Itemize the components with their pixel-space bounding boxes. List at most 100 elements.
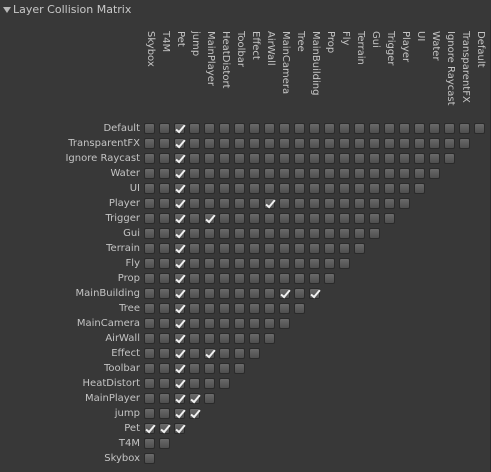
collision-checkbox[interactable] bbox=[294, 273, 305, 284]
collision-checkbox[interactable] bbox=[144, 408, 155, 419]
collision-checkbox[interactable] bbox=[264, 258, 275, 269]
collision-checkbox[interactable] bbox=[249, 303, 260, 314]
collision-checkbox[interactable] bbox=[204, 138, 215, 149]
collision-checkbox[interactable] bbox=[339, 213, 350, 224]
collision-checkbox[interactable] bbox=[174, 408, 185, 419]
collision-checkbox[interactable] bbox=[219, 198, 230, 209]
collision-checkbox[interactable] bbox=[174, 303, 185, 314]
collision-checkbox[interactable] bbox=[384, 138, 395, 149]
collision-checkbox[interactable] bbox=[339, 123, 350, 134]
collision-checkbox[interactable] bbox=[354, 123, 365, 134]
collision-checkbox[interactable] bbox=[369, 153, 380, 164]
collision-checkbox[interactable] bbox=[189, 363, 200, 374]
collision-checkbox[interactable] bbox=[294, 138, 305, 149]
collision-checkbox[interactable] bbox=[249, 228, 260, 239]
collision-checkbox[interactable] bbox=[249, 258, 260, 269]
collision-checkbox[interactable] bbox=[324, 258, 335, 269]
collision-checkbox[interactable] bbox=[174, 423, 185, 434]
collision-checkbox[interactable] bbox=[249, 243, 260, 254]
collision-checkbox[interactable] bbox=[354, 198, 365, 209]
collision-checkbox[interactable] bbox=[369, 138, 380, 149]
collision-checkbox[interactable] bbox=[279, 183, 290, 194]
collision-checkbox[interactable] bbox=[279, 168, 290, 179]
collision-checkbox[interactable] bbox=[234, 123, 245, 134]
collision-checkbox[interactable] bbox=[144, 303, 155, 314]
collision-checkbox[interactable] bbox=[249, 168, 260, 179]
collision-checkbox[interactable] bbox=[234, 318, 245, 329]
collision-checkbox[interactable] bbox=[234, 348, 245, 359]
collision-checkbox[interactable] bbox=[174, 138, 185, 149]
collision-checkbox[interactable] bbox=[159, 213, 170, 224]
collision-checkbox[interactable] bbox=[159, 198, 170, 209]
collision-checkbox[interactable] bbox=[369, 123, 380, 134]
collision-checkbox[interactable] bbox=[294, 153, 305, 164]
collision-checkbox[interactable] bbox=[294, 258, 305, 269]
collision-checkbox[interactable] bbox=[429, 123, 440, 134]
collision-checkbox[interactable] bbox=[279, 243, 290, 254]
collision-checkbox[interactable] bbox=[369, 213, 380, 224]
collision-checkbox[interactable] bbox=[219, 273, 230, 284]
collision-checkbox[interactable] bbox=[249, 288, 260, 299]
collision-checkbox[interactable] bbox=[264, 198, 275, 209]
collision-checkbox[interactable] bbox=[369, 228, 380, 239]
collision-checkbox[interactable] bbox=[159, 393, 170, 404]
collision-checkbox[interactable] bbox=[324, 153, 335, 164]
collision-checkbox[interactable] bbox=[339, 228, 350, 239]
collision-checkbox[interactable] bbox=[144, 288, 155, 299]
collision-checkbox[interactable] bbox=[144, 318, 155, 329]
collision-checkbox[interactable] bbox=[309, 123, 320, 134]
collision-checkbox[interactable] bbox=[159, 288, 170, 299]
collision-checkbox[interactable] bbox=[234, 258, 245, 269]
collision-checkbox[interactable] bbox=[159, 378, 170, 389]
collision-checkbox[interactable] bbox=[174, 123, 185, 134]
collision-checkbox[interactable] bbox=[159, 228, 170, 239]
collision-checkbox[interactable] bbox=[144, 138, 155, 149]
collision-checkbox[interactable] bbox=[144, 393, 155, 404]
collision-checkbox[interactable] bbox=[309, 168, 320, 179]
collision-checkbox[interactable] bbox=[324, 273, 335, 284]
collision-checkbox[interactable] bbox=[429, 168, 440, 179]
collision-checkbox[interactable] bbox=[309, 273, 320, 284]
collision-checkbox[interactable] bbox=[249, 348, 260, 359]
collision-checkbox[interactable] bbox=[324, 138, 335, 149]
collision-checkbox[interactable] bbox=[219, 333, 230, 344]
collision-checkbox[interactable] bbox=[204, 213, 215, 224]
collision-checkbox[interactable] bbox=[369, 198, 380, 209]
collision-checkbox[interactable] bbox=[159, 168, 170, 179]
collision-checkbox[interactable] bbox=[159, 153, 170, 164]
collision-checkbox[interactable] bbox=[159, 348, 170, 359]
collision-checkbox[interactable] bbox=[354, 153, 365, 164]
collision-checkbox[interactable] bbox=[219, 378, 230, 389]
collision-checkbox[interactable] bbox=[189, 153, 200, 164]
collision-checkbox[interactable] bbox=[144, 153, 155, 164]
collision-checkbox[interactable] bbox=[219, 168, 230, 179]
collision-checkbox[interactable] bbox=[324, 198, 335, 209]
collision-checkbox[interactable] bbox=[249, 213, 260, 224]
collision-checkbox[interactable] bbox=[144, 378, 155, 389]
collision-checkbox[interactable] bbox=[159, 123, 170, 134]
collision-checkbox[interactable] bbox=[174, 258, 185, 269]
collision-checkbox[interactable] bbox=[204, 123, 215, 134]
collision-checkbox[interactable] bbox=[279, 123, 290, 134]
collision-checkbox[interactable] bbox=[354, 138, 365, 149]
collision-checkbox[interactable] bbox=[399, 153, 410, 164]
collision-checkbox[interactable] bbox=[174, 228, 185, 239]
collision-checkbox[interactable] bbox=[414, 153, 425, 164]
collision-checkbox[interactable] bbox=[249, 333, 260, 344]
collision-checkbox[interactable] bbox=[384, 123, 395, 134]
collision-checkbox[interactable] bbox=[249, 153, 260, 164]
collision-checkbox[interactable] bbox=[189, 138, 200, 149]
collision-checkbox[interactable] bbox=[369, 168, 380, 179]
collision-checkbox[interactable] bbox=[399, 183, 410, 194]
collision-checkbox[interactable] bbox=[234, 303, 245, 314]
collision-checkbox[interactable] bbox=[249, 123, 260, 134]
collision-checkbox[interactable] bbox=[204, 153, 215, 164]
collision-checkbox[interactable] bbox=[174, 333, 185, 344]
collision-checkbox[interactable] bbox=[219, 288, 230, 299]
collision-checkbox[interactable] bbox=[339, 138, 350, 149]
collision-checkbox[interactable] bbox=[384, 198, 395, 209]
collision-checkbox[interactable] bbox=[159, 423, 170, 434]
layer-collision-matrix-header[interactable]: Layer Collision Matrix bbox=[0, 0, 491, 20]
collision-checkbox[interactable] bbox=[234, 198, 245, 209]
collision-checkbox[interactable] bbox=[219, 303, 230, 314]
